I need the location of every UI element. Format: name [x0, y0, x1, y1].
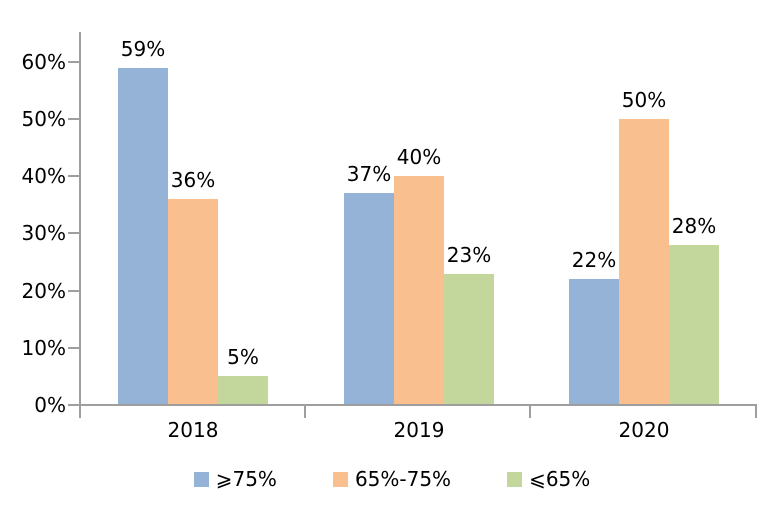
bar-2020-series1	[619, 119, 669, 405]
bar-2018-series2	[218, 376, 268, 405]
y-axis-tick-label: 10%	[21, 336, 66, 360]
legend-item-ge75: ⩾75%	[193, 467, 277, 491]
legend-swatch-orange-icon	[332, 471, 348, 487]
bar-2018-series0	[118, 68, 168, 405]
y-axis-tick-label: 30%	[21, 221, 66, 245]
y-axis-tick-label: 40%	[21, 164, 66, 188]
bar-2019-series1	[394, 176, 444, 405]
legend-item-65-75: 65%-75%	[332, 467, 452, 491]
legend-label-65-75: 65%-75%	[354, 467, 452, 491]
legend-swatch-blue-icon	[193, 471, 209, 487]
bar-value-label: 37%	[346, 162, 392, 186]
bar-2020-series0	[569, 279, 619, 405]
legend-item-le65: ⩽65%	[507, 467, 590, 491]
x-axis-category-label: 2019	[393, 418, 445, 442]
bar-2018-series1	[168, 199, 218, 405]
bar-2020-series2	[669, 245, 719, 405]
y-axis-line	[79, 32, 81, 418]
y-axis-tick-label: 0%	[34, 393, 66, 417]
y-axis-tick	[68, 347, 80, 349]
bar-value-label: 5%	[227, 345, 259, 369]
y-axis-tick	[68, 118, 80, 120]
y-axis-tick	[68, 61, 80, 63]
bar-value-label: 59%	[120, 37, 166, 61]
bar-value-label: 22%	[571, 248, 617, 272]
bar-2019-series0	[344, 193, 394, 405]
bar-value-label: 40%	[396, 145, 442, 169]
legend-label-le65: ⩽65%	[529, 467, 591, 491]
bar-value-label: 23%	[446, 243, 492, 267]
x-axis-tick	[529, 406, 531, 418]
x-axis-category-label: 2020	[618, 418, 670, 442]
y-axis-tick	[68, 290, 80, 292]
x-axis-tick	[755, 406, 757, 418]
y-axis-tick-label: 20%	[21, 279, 66, 303]
y-axis-tick-label: 60%	[21, 50, 66, 74]
x-axis-category-label: 2018	[167, 418, 219, 442]
y-axis-tick-label: 50%	[21, 107, 66, 131]
bar-value-label: 50%	[621, 88, 667, 112]
legend-swatch-green-icon	[507, 471, 523, 487]
x-axis-line	[68, 404, 757, 406]
bar-value-label: 36%	[170, 168, 216, 192]
x-axis-tick	[304, 406, 306, 418]
y-axis-tick	[68, 175, 80, 177]
bar-2019-series2	[444, 274, 494, 405]
bar-value-label: 28%	[671, 214, 717, 238]
legend: ⩾75% 65%-75% ⩽65%	[0, 462, 784, 496]
y-axis-tick	[68, 232, 80, 234]
legend-label-ge75: ⩾75%	[215, 467, 277, 491]
